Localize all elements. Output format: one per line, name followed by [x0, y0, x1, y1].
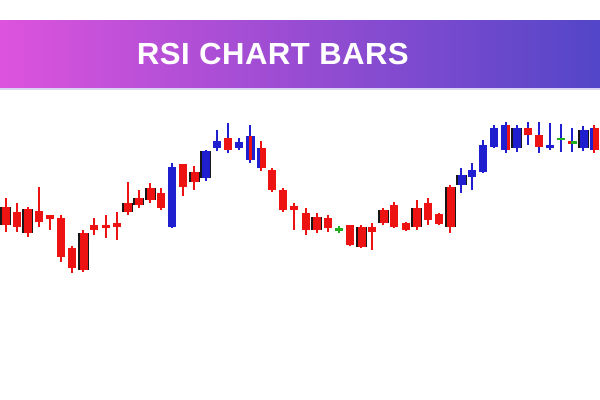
candle-body	[245, 136, 255, 160]
candle-body	[479, 145, 488, 172]
candle-body	[122, 203, 134, 212]
candle-body	[223, 138, 232, 150]
candle-body	[200, 151, 212, 178]
candle-body	[368, 227, 377, 232]
candle-body	[212, 141, 221, 148]
candle-body	[101, 225, 110, 228]
candle-body	[468, 170, 477, 177]
candle-wick	[549, 123, 551, 150]
candle-body	[523, 128, 532, 135]
candle-body	[68, 248, 77, 268]
candle-body	[57, 218, 66, 257]
candle-body	[12, 212, 21, 227]
candle-body	[401, 223, 410, 230]
candle-wick	[571, 128, 574, 152]
candle-body	[355, 227, 367, 247]
candle-body	[334, 228, 343, 231]
candle-wick	[49, 215, 51, 230]
candle-body	[34, 211, 43, 222]
candle-wick	[371, 223, 374, 250]
candle-body	[546, 145, 554, 148]
candle-body	[346, 225, 354, 245]
candle-body	[279, 190, 288, 210]
candle-body	[390, 205, 399, 227]
candle-body	[411, 208, 423, 227]
candle-body	[77, 233, 89, 270]
candle-body	[22, 209, 34, 233]
candle-wick	[37, 187, 40, 227]
candle-body	[256, 148, 266, 168]
candle-body	[589, 128, 599, 150]
candle-body	[323, 218, 332, 228]
candle-body	[577, 130, 589, 148]
candle-body	[501, 125, 511, 150]
candle-body	[444, 187, 456, 227]
candle-body	[157, 193, 166, 208]
candle-body	[179, 164, 188, 187]
candle-body	[168, 167, 177, 227]
candle-body	[455, 175, 467, 185]
candle-body	[133, 198, 145, 205]
candle-body	[534, 135, 543, 147]
candle-body	[90, 225, 99, 230]
title-banner: RSI CHART BARS	[0, 20, 600, 88]
candle-body	[112, 223, 121, 227]
candle-body	[511, 128, 523, 148]
candle-body	[144, 188, 156, 200]
candle-body	[377, 210, 389, 223]
candle-body	[434, 214, 443, 224]
candle-body	[311, 217, 323, 230]
candle-body	[234, 142, 243, 148]
candle-wick	[126, 182, 129, 215]
candle-wick	[293, 203, 296, 230]
candle-body	[290, 206, 299, 210]
candle-body	[188, 172, 200, 182]
candle-body	[301, 213, 310, 230]
candle-body	[557, 138, 566, 140]
candle-body	[567, 141, 577, 144]
page-title: RSI CHART BARS	[136, 36, 410, 71]
candle-body	[423, 203, 432, 220]
candle-body	[268, 170, 277, 190]
candle-body	[490, 128, 499, 147]
candle-wick	[215, 130, 218, 151]
candle-body	[0, 207, 12, 225]
candle-body	[46, 215, 54, 219]
